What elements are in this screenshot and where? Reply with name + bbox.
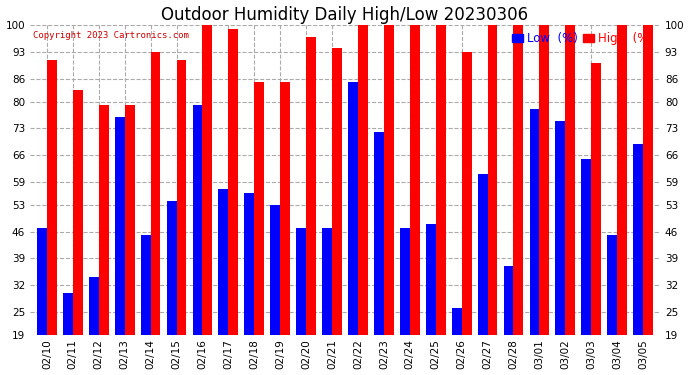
Bar	[462, 52, 471, 335]
Bar	[177, 60, 186, 335]
Bar	[513, 25, 523, 335]
Bar	[643, 25, 653, 335]
Bar	[115, 117, 125, 335]
Bar	[125, 105, 135, 335]
Bar	[591, 63, 601, 335]
Bar	[529, 109, 540, 335]
Bar	[400, 228, 410, 335]
Bar	[435, 25, 446, 335]
Bar	[219, 189, 228, 335]
Bar	[322, 228, 332, 335]
Bar	[47, 60, 57, 335]
Bar	[384, 25, 394, 335]
Bar	[358, 25, 368, 335]
Bar	[228, 29, 238, 335]
Bar	[167, 201, 177, 335]
Bar	[348, 82, 358, 335]
Bar	[63, 292, 73, 335]
Bar	[306, 37, 316, 335]
Bar	[255, 82, 264, 335]
Bar	[607, 236, 617, 335]
Bar	[410, 25, 420, 335]
Bar	[504, 266, 513, 335]
Bar	[488, 25, 497, 335]
Bar	[477, 174, 488, 335]
Title: Outdoor Humidity Daily High/Low 20230306: Outdoor Humidity Daily High/Low 20230306	[161, 6, 529, 24]
Bar	[555, 121, 565, 335]
Bar	[633, 144, 643, 335]
Bar	[244, 193, 255, 335]
Bar	[452, 308, 462, 335]
Bar	[374, 132, 384, 335]
Bar	[73, 90, 83, 335]
Bar	[202, 25, 213, 335]
Bar	[193, 105, 202, 335]
Bar	[296, 228, 306, 335]
Bar	[99, 105, 108, 335]
Text: Copyright 2023 Cartronics.com: Copyright 2023 Cartronics.com	[33, 31, 189, 40]
Bar	[37, 228, 47, 335]
Bar	[280, 82, 290, 335]
Bar	[582, 159, 591, 335]
Bar	[89, 278, 99, 335]
Bar	[426, 224, 435, 335]
Bar	[150, 52, 161, 335]
Bar	[332, 48, 342, 335]
Bar	[270, 205, 280, 335]
Bar	[141, 236, 150, 335]
Bar	[540, 25, 549, 335]
Bar	[565, 25, 575, 335]
Legend: Low  (%), High  (%): Low (%), High (%)	[511, 31, 654, 46]
Bar	[617, 25, 627, 335]
